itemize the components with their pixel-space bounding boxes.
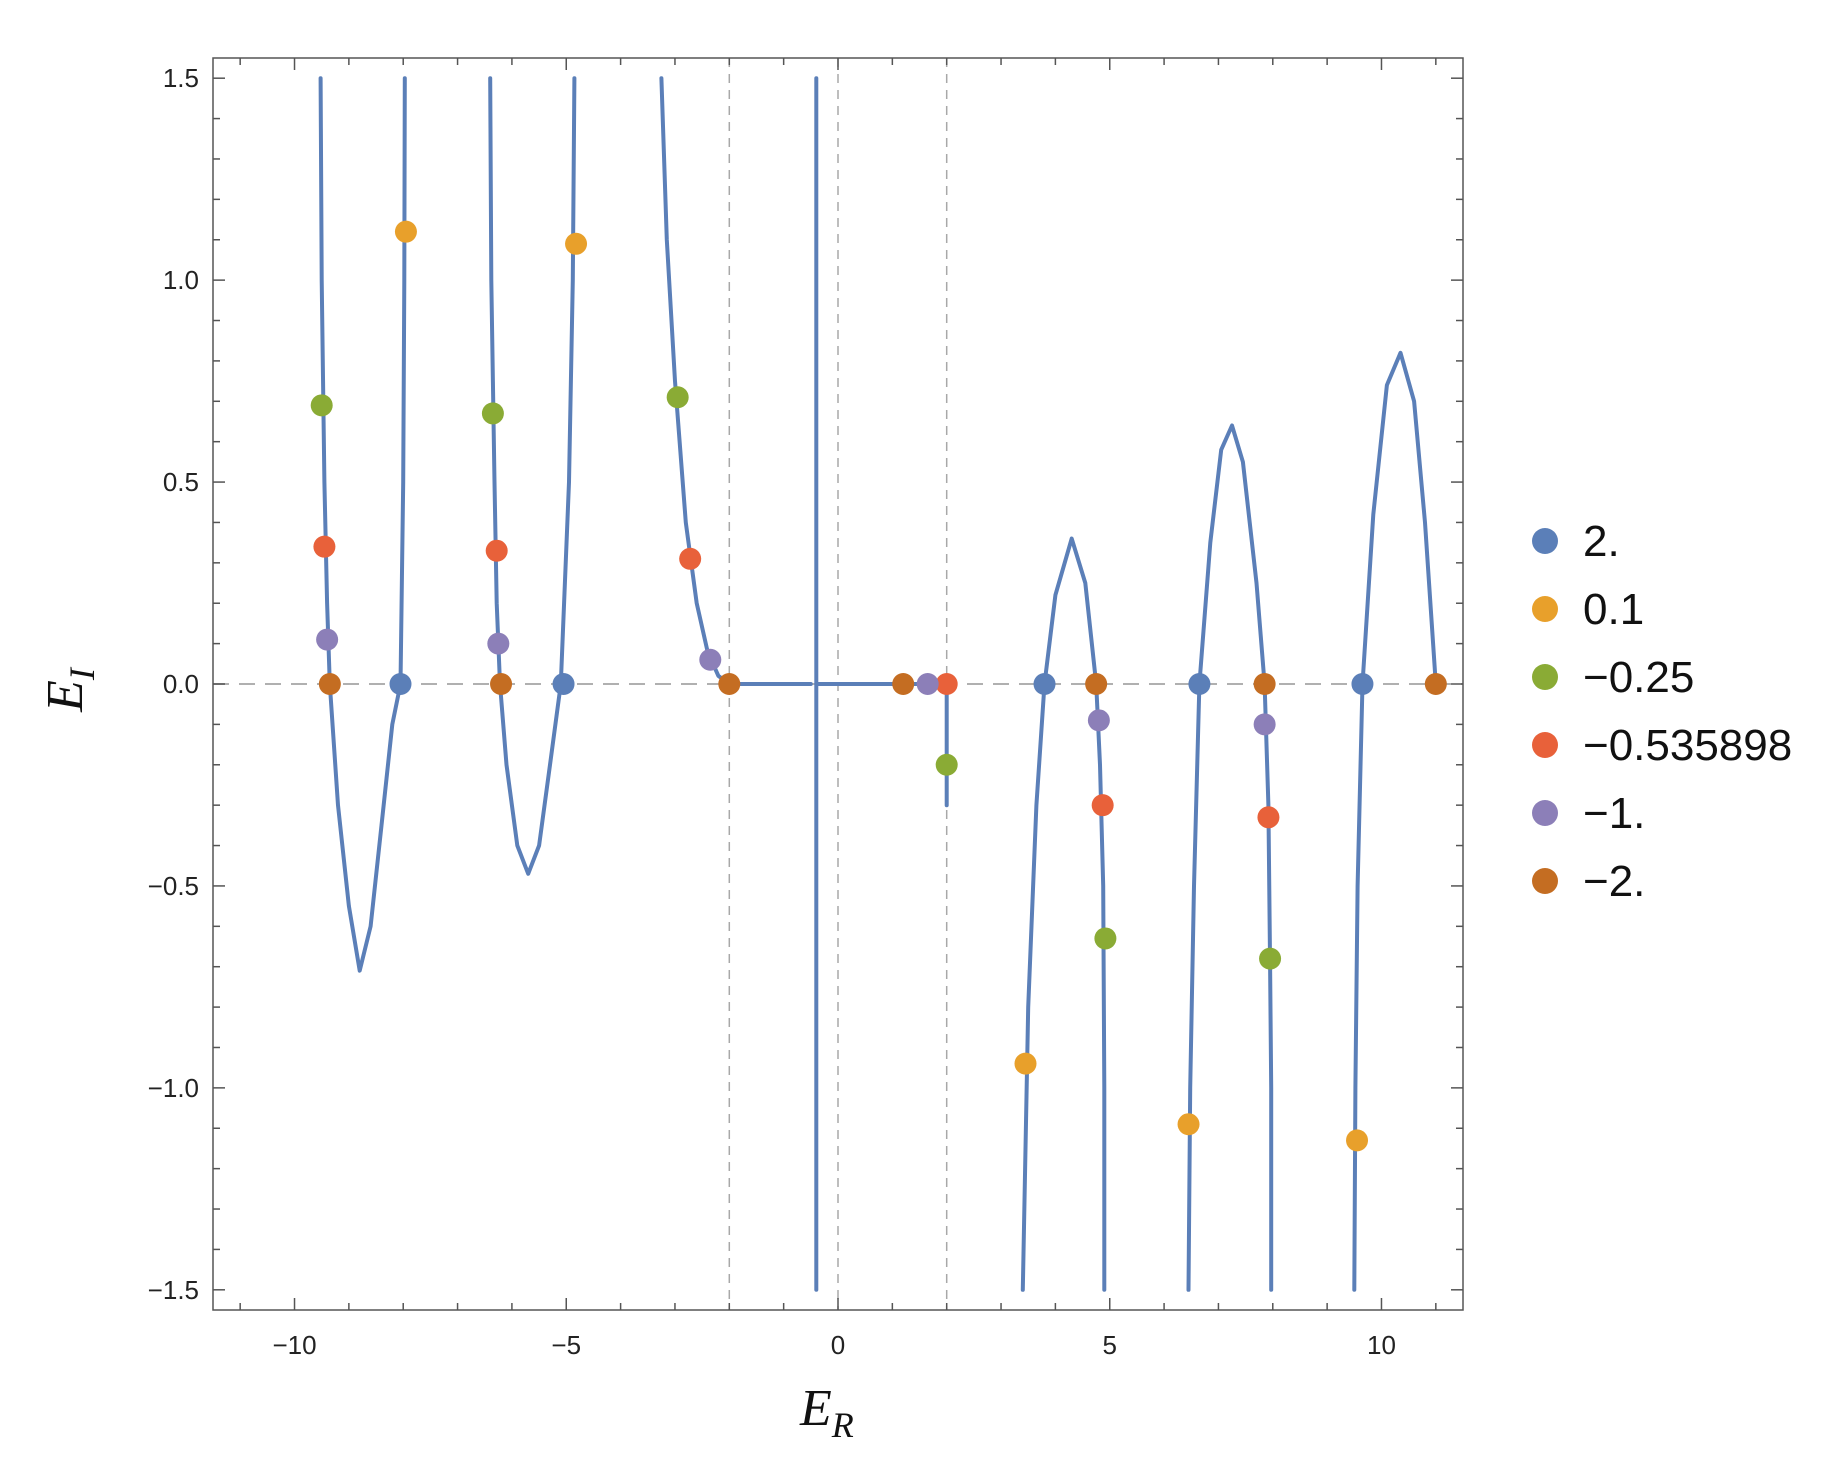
data-point (892, 673, 915, 695)
data-point (1346, 1129, 1369, 1152)
curve-branch (1352, 350, 1438, 1292)
data-point (1014, 1052, 1037, 1075)
data-point (389, 673, 412, 695)
data-point (1257, 806, 1280, 829)
y-tick-label: −1.0 (148, 1073, 199, 1103)
legend-item: 0.1 (1532, 585, 1644, 634)
x-tick-label: 10 (1367, 1330, 1396, 1360)
legend-item: 2. (1532, 517, 1620, 566)
data-point (1091, 794, 1114, 817)
y-axis-title: EI (37, 666, 102, 713)
data-point (1177, 1113, 1200, 1136)
legend-swatch (1532, 800, 1558, 826)
data-point (487, 632, 510, 655)
legend-swatch (1532, 528, 1558, 554)
data-point (699, 648, 722, 671)
legend-item: −0.535898 (1532, 721, 1792, 770)
legend-label: 0.1 (1583, 585, 1644, 634)
data-point (916, 673, 939, 695)
x-tick-label: −5 (551, 1330, 581, 1360)
data-point (318, 673, 341, 695)
x-axis-title-main: E (799, 1380, 832, 1437)
data-point (935, 673, 958, 695)
legend-swatch (1532, 868, 1558, 894)
data-point (1351, 673, 1374, 695)
data-point (1094, 927, 1117, 950)
data-point (565, 232, 588, 255)
data-point (485, 539, 508, 562)
data-point (394, 220, 417, 243)
data-point (1033, 673, 1056, 695)
data-point (481, 402, 504, 425)
x-axis-title: ER (799, 1380, 854, 1445)
curve-branch (1020, 536, 1107, 1292)
data-point (1424, 673, 1447, 695)
y-axis-title-main: E (37, 680, 94, 713)
y-axis-title-text: EI (37, 666, 102, 713)
data-point (1253, 713, 1276, 736)
legend-item: −1. (1532, 789, 1645, 838)
y-tick-label: 1.5 (163, 63, 199, 93)
data-point (718, 673, 741, 695)
y-tick-label: −1.5 (148, 1275, 199, 1305)
data-point (316, 628, 339, 651)
legend-label: −0.535898 (1583, 721, 1792, 770)
curves (318, 76, 1438, 1292)
y-axis-title-sub: I (62, 666, 102, 681)
axis-ticks (213, 58, 1463, 1310)
legend-item: −2. (1532, 857, 1645, 906)
legend-label: −2. (1583, 857, 1645, 906)
x-tick-label: 5 (1103, 1330, 1117, 1360)
curve-branch (488, 76, 577, 876)
legend-label: 2. (1583, 517, 1620, 566)
legend-label: −0.25 (1583, 653, 1694, 702)
data-point (310, 394, 333, 417)
data-point (679, 547, 702, 570)
data-point (490, 673, 513, 695)
x-tick-label: −10 (272, 1330, 316, 1360)
y-tick-label: 0.5 (163, 467, 199, 497)
curve-branch (318, 76, 407, 973)
x-tick-labels: −10 −5 0 5 10 (272, 1330, 1395, 1360)
data-point (1085, 673, 1108, 695)
data-point (1188, 673, 1211, 695)
data-point (935, 753, 958, 776)
legend-swatch (1532, 596, 1558, 622)
x-tick-label: 0 (831, 1330, 845, 1360)
x-axis-title-sub: R (831, 1405, 854, 1445)
data-point (666, 386, 689, 409)
legend-swatch (1532, 664, 1558, 690)
y-tick-labels: −1.5 −1.0 −0.5 0.0 0.5 1.0 1.5 (148, 63, 199, 1305)
legend-swatch (1532, 732, 1558, 758)
data-point (1253, 673, 1276, 695)
y-tick-label: −0.5 (148, 871, 199, 901)
data-point (552, 673, 575, 695)
data-points (310, 220, 1447, 1152)
data-point (313, 535, 336, 558)
curve-branch (1186, 423, 1274, 1292)
y-tick-label: 0.0 (163, 669, 199, 699)
legend: 2. 0.1 −0.25 −0.535898 −1. −2. (1532, 517, 1792, 906)
legend-label: −1. (1583, 789, 1645, 838)
legend-item: −0.25 (1532, 653, 1694, 702)
y-tick-label: 1.0 (163, 265, 199, 295)
data-point (1259, 947, 1282, 970)
data-point (1087, 709, 1110, 732)
